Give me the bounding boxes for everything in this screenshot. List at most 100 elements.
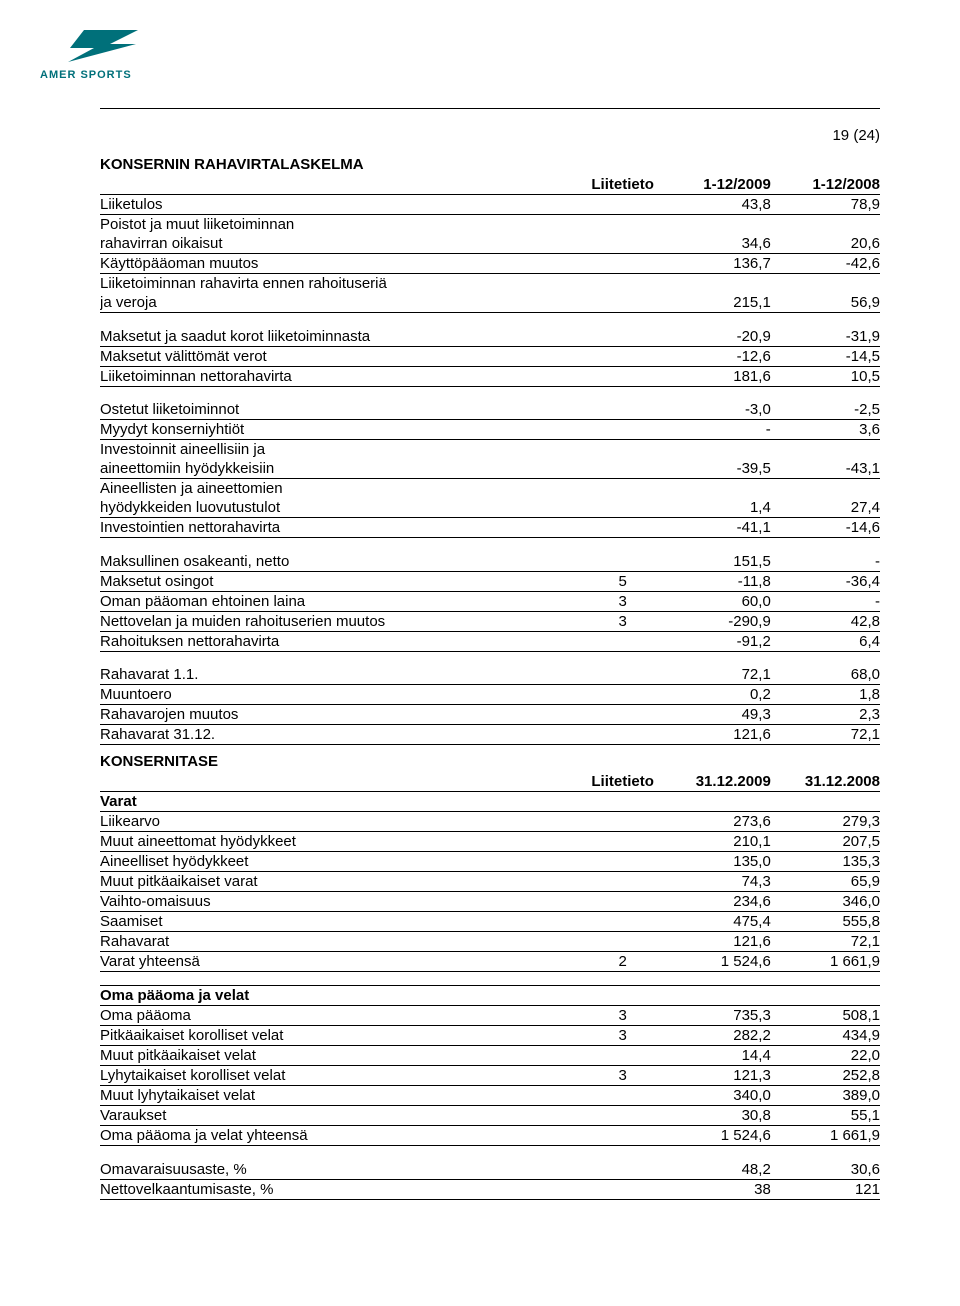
row-note — [584, 234, 662, 254]
row-val-a: 0,2 — [662, 685, 771, 705]
row-label: Muut pitkäaikaiset varat — [100, 872, 584, 892]
row-val-a: 38 — [662, 1179, 771, 1199]
table-row: Investointien nettorahavirta-41,1-14,6 — [100, 518, 880, 538]
row-note — [584, 1126, 662, 1146]
row-note — [584, 631, 662, 651]
row-note: 3 — [584, 1026, 662, 1046]
row-label: Nettovelan ja muiden rahoituserien muuto… — [100, 611, 584, 631]
table-row: Liiketoiminnan nettorahavirta181,610,5 — [100, 366, 880, 386]
row-label: Pitkäaikaiset korolliset velat — [100, 1026, 584, 1046]
row-label: Rahavarat — [100, 932, 584, 952]
row-note — [584, 1106, 662, 1126]
table-row: Liiketoiminnan rahavirta ennen rahoituse… — [100, 274, 880, 294]
row-val-a: 215,1 — [662, 293, 771, 313]
row-note — [584, 479, 662, 499]
header-rule — [100, 108, 880, 109]
row-val-a — [662, 215, 771, 235]
row-val-b: 1 661,9 — [771, 952, 880, 972]
row-val-a: -41,1 — [662, 518, 771, 538]
row-note — [584, 274, 662, 294]
row-note: 2 — [584, 952, 662, 972]
table-row: Maksetut osingot5-11,8-36,4 — [100, 571, 880, 591]
row-label: Muut lyhytaikaiset velat — [100, 1086, 584, 1106]
row-label: Lyhytaikaiset korolliset velat — [100, 1066, 584, 1086]
row-val-a: 34,6 — [662, 234, 771, 254]
row-label: Liiketulos — [100, 195, 584, 215]
row-note — [584, 1179, 662, 1199]
col-a: 1-12/2009 — [662, 175, 771, 195]
table-row: Liikearvo273,6279,3 — [100, 812, 880, 832]
table-row: Käyttöpääoman muutos136,7-42,6 — [100, 254, 880, 274]
table-row: rahavirran oikaisut34,620,6 — [100, 234, 880, 254]
row-val-b: 78,9 — [771, 195, 880, 215]
row-val-a: 273,6 — [662, 812, 771, 832]
table-row: Rahavarat 1.1.72,168,0 — [100, 665, 880, 685]
row-note — [584, 725, 662, 745]
table-header: Liitetieto 1-12/2009 1-12/2008 — [100, 175, 880, 195]
row-val-a: 340,0 — [662, 1086, 771, 1106]
col-b: 31.12.2008 — [771, 772, 880, 792]
row-note — [584, 665, 662, 685]
table-row: Nettovelkaantumisaste, %38121 — [100, 1179, 880, 1199]
table-row: Aineelliset hyödykkeet 135,0135,3 — [100, 852, 880, 872]
table-row: Ostetut liiketoiminnot-3,0-2,5 — [100, 400, 880, 420]
row-note — [584, 1160, 662, 1180]
row-label: Liiketoiminnan nettorahavirta — [100, 366, 584, 386]
row-label: Liiketoiminnan rahavirta ennen rahoituse… — [100, 274, 584, 294]
table-row: Oma pääoma ja velat yhteensä1 524,61 661… — [100, 1126, 880, 1146]
row-val-a: 181,6 — [662, 366, 771, 386]
table-row: Omavaraisuusaste, %48,230,6 — [100, 1160, 880, 1180]
table-row: aineettomiin hyödykkeisiin-39,5-43,1 — [100, 459, 880, 479]
row-val-a: 135,0 — [662, 852, 771, 872]
table-row: Poistot ja muut liiketoiminnan — [100, 215, 880, 235]
row-note — [584, 912, 662, 932]
row-note — [584, 346, 662, 366]
row-label: Rahoituksen nettorahavirta — [100, 631, 584, 651]
row-val-b: -43,1 — [771, 459, 880, 479]
assets-heading: Varat — [100, 792, 880, 812]
table-row: Varat yhteensä21 524,61 661,9 — [100, 952, 880, 972]
row-val-a: 1,4 — [662, 498, 771, 518]
table-row: Nettovelan ja muiden rahoituserien muuto… — [100, 611, 880, 631]
row-note — [584, 685, 662, 705]
row-label: Rahavarat 1.1. — [100, 665, 584, 685]
row-val-b: -14,6 — [771, 518, 880, 538]
row-val-b: 279,3 — [771, 812, 880, 832]
row-val-b: -36,4 — [771, 571, 880, 591]
row-note — [584, 498, 662, 518]
row-note: 3 — [584, 1006, 662, 1026]
row-label: Omavaraisuusaste, % — [100, 1160, 584, 1180]
row-note — [584, 293, 662, 313]
row-val-a: 1 524,6 — [662, 952, 771, 972]
row-label: Myydyt konserniyhtiöt — [100, 420, 584, 440]
row-val-b: -31,9 — [771, 327, 880, 347]
row-val-a: - — [662, 420, 771, 440]
col-a: 31.12.2009 — [662, 772, 771, 792]
row-val-b: -2,5 — [771, 400, 880, 420]
row-val-b: 121 — [771, 1179, 880, 1199]
row-note — [584, 892, 662, 912]
row-val-a: 282,2 — [662, 1026, 771, 1046]
row-note — [584, 552, 662, 572]
col-b: 1-12/2008 — [771, 175, 880, 195]
row-val-a: 1 524,6 — [662, 1126, 771, 1146]
row-val-a: -12,6 — [662, 346, 771, 366]
row-label: Oma pääoma — [100, 1006, 584, 1026]
table-header: Liitetieto 31.12.2009 31.12.2008 — [100, 772, 880, 792]
table-row: Liiketulos43,878,9 — [100, 195, 880, 215]
row-label: Muut aineettomat hyödykkeet — [100, 832, 584, 852]
table-row: Pitkäaikaiset korolliset velat3282,2434,… — [100, 1026, 880, 1046]
row-note: 3 — [584, 1066, 662, 1086]
row-label: Aineelliset hyödykkeet — [100, 852, 584, 872]
brand-text: AMER SPORTS — [40, 69, 132, 81]
row-val-b: 135,3 — [771, 852, 880, 872]
table-row: Muut lyhytaikaiset velat340,0389,0 — [100, 1086, 880, 1106]
row-val-a: 49,3 — [662, 705, 771, 725]
table-row: Investoinnit aineellisiin ja — [100, 440, 880, 460]
row-note — [584, 400, 662, 420]
row-label: Investoinnit aineellisiin ja — [100, 440, 584, 460]
brand-logo: AMER SPORTS — [40, 28, 170, 89]
balance-title: KONSERNITASE — [100, 753, 880, 770]
row-label: hyödykkeiden luovutustulot — [100, 498, 584, 518]
row-val-a: -39,5 — [662, 459, 771, 479]
